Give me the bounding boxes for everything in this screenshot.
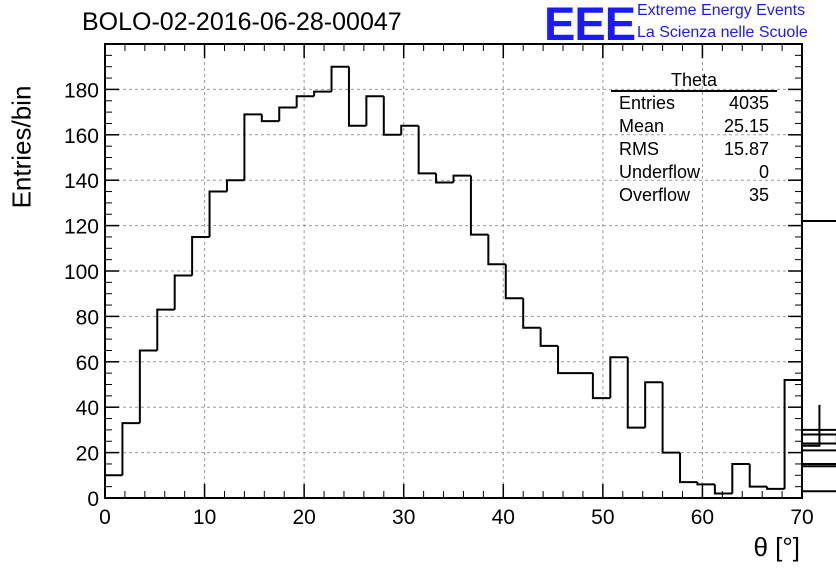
y-tick-label: 160	[64, 125, 99, 148]
stat-label: Mean	[619, 116, 665, 136]
y-tick-label: 0	[87, 488, 99, 511]
x-tick-label: 30	[392, 506, 415, 529]
y-axis-label-wrap: Entries/bin	[0, 86, 44, 209]
histogram-bin	[156, 308, 175, 351]
histogram-bin	[644, 381, 663, 428]
histogram-bin	[696, 482, 715, 486]
histogram-bin	[330, 65, 349, 92]
grid-lines	[105, 44, 802, 498]
y-tick-label: 180	[64, 79, 99, 102]
chart-title: BOLO-02-2016-06-28-00047	[82, 8, 402, 36]
histogram-bin	[661, 382, 681, 454]
histogram-bin	[487, 234, 506, 266]
histogram-bin	[400, 124, 419, 135]
histogram-bin	[626, 357, 646, 429]
stat-value: 35	[748, 185, 769, 205]
y-tick-label: 140	[64, 170, 99, 193]
y-axis-label: Entries/bin	[6, 85, 37, 209]
histogram-bin	[313, 90, 332, 97]
histogram-bin	[731, 462, 750, 494]
stat-label: Overflow	[619, 185, 691, 205]
histogram-bin	[243, 113, 262, 181]
histogram-bin	[208, 190, 227, 237]
y-tick-label: 80	[76, 306, 99, 329]
logo-subtitle-2: La Scienza nelle Scuole	[637, 24, 808, 41]
histogram-bin	[609, 356, 628, 399]
histogram-bin	[295, 95, 315, 108]
histogram-bin	[452, 174, 471, 183]
histogram-bin	[679, 452, 698, 484]
histogram-bin	[802, 433, 836, 446]
histogram-bin	[260, 114, 280, 123]
histogram-line	[104, 65, 836, 498]
histogram-bin	[121, 422, 140, 476]
histogram-bin	[382, 96, 402, 136]
histogram-bin	[191, 235, 210, 276]
stats-divider	[611, 90, 777, 92]
stat-label: RMS	[619, 139, 659, 159]
x-tick-label: 0	[99, 506, 111, 529]
x-axis-label: θ [°]	[753, 532, 800, 562]
logo-subtitle-1: Extreme Energy Events	[637, 2, 806, 19]
histogram-bin	[365, 95, 384, 126]
stats-title: Theta	[670, 70, 718, 90]
histogram-bin	[173, 274, 193, 310]
stats-box: Theta Entries 4035 Mean 25.15 RMS 15.87 …	[609, 68, 779, 208]
y-tick-label: 40	[76, 397, 99, 420]
eee-logo: EEE	[544, 0, 636, 50]
histogram-bin	[748, 463, 768, 488]
y-tick-label: 100	[64, 261, 99, 284]
histogram-bin	[278, 106, 297, 122]
x-tick-label: 10	[193, 506, 216, 529]
x-tick-label: 20	[292, 506, 315, 529]
x-tick-label: 60	[691, 506, 714, 529]
stat-value: 0	[758, 162, 769, 182]
histogram-bin	[504, 264, 524, 300]
histogram-bin	[417, 125, 437, 175]
x-tick-label: 40	[492, 506, 515, 529]
histogram-bin	[435, 173, 454, 184]
histogram-bin	[802, 442, 836, 445]
histogram-bin	[713, 484, 733, 495]
histogram-bin	[802, 404, 821, 447]
stat-label: Underflow	[619, 162, 701, 182]
x-tick-label: 50	[591, 506, 614, 529]
y-tick-label: 20	[76, 443, 99, 466]
stat-value: 25.15	[723, 116, 769, 136]
stat-value: 15.87	[723, 139, 769, 159]
axis-ticks	[104, 44, 803, 499]
y-tick-label: 120	[64, 216, 99, 239]
histogram-bin	[539, 327, 559, 347]
histogram-bin	[766, 486, 785, 490]
stat-value: 4035	[728, 93, 769, 113]
histogram-bin	[347, 66, 367, 127]
histogram-bin	[225, 179, 245, 192]
histogram-bin	[522, 298, 541, 329]
histogram-bin	[783, 378, 802, 489]
tick-labels: 0 10 20 30 40 50 60 70 0 20 40 60 80 100 120 140 160 180	[64, 79, 814, 529]
histogram-bin	[802, 462, 836, 465]
y-tick-label: 60	[76, 352, 99, 375]
histogram-bin	[591, 373, 611, 400]
histogram-bin	[138, 349, 158, 424]
histogram-bin	[557, 345, 576, 375]
histogram-bin	[469, 175, 489, 236]
stat-label: Entries	[619, 93, 676, 113]
x-tick-label: 70	[790, 506, 813, 529]
histogram-bin	[802, 490, 836, 493]
